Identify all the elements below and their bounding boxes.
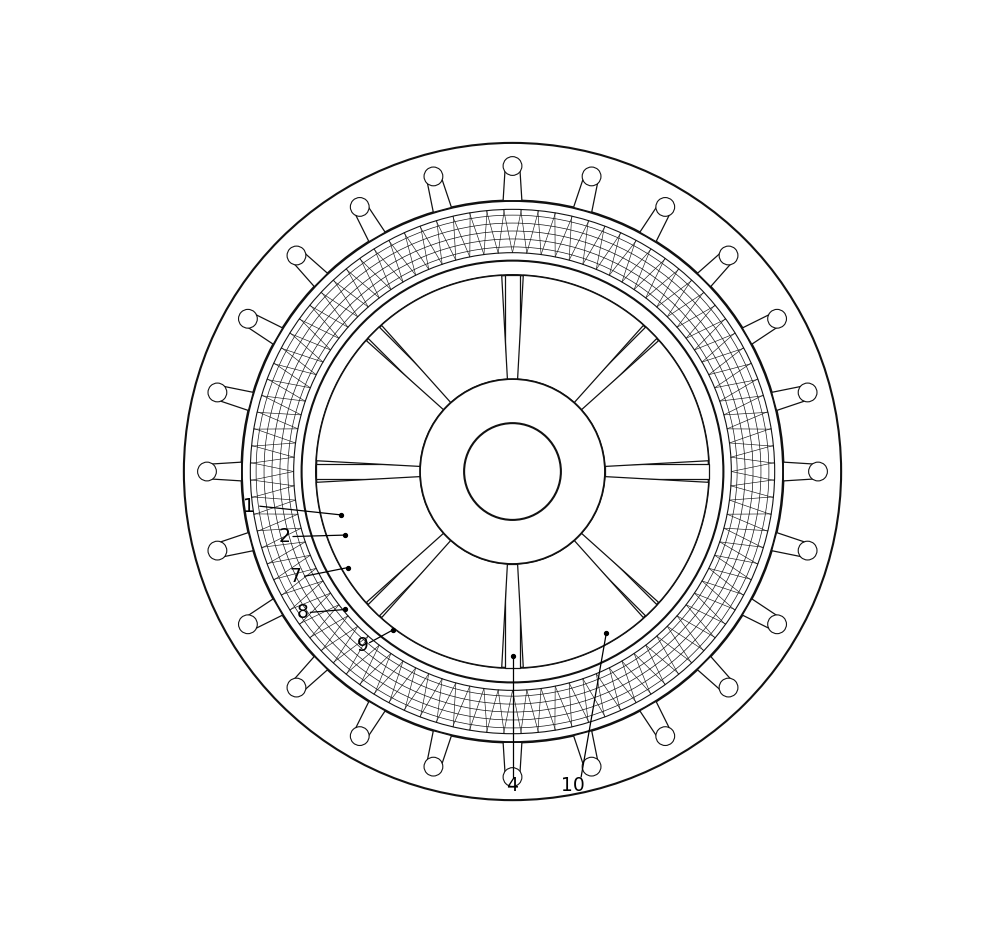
Polygon shape	[207, 462, 242, 481]
Circle shape	[719, 678, 738, 697]
Polygon shape	[244, 598, 283, 630]
Polygon shape	[353, 204, 385, 242]
Polygon shape	[244, 312, 283, 344]
Polygon shape	[742, 598, 781, 630]
Circle shape	[287, 678, 306, 697]
Polygon shape	[574, 174, 599, 212]
Polygon shape	[316, 340, 444, 466]
Circle shape	[350, 198, 369, 217]
Circle shape	[294, 252, 731, 690]
Polygon shape	[772, 386, 809, 411]
Polygon shape	[505, 564, 520, 668]
Circle shape	[719, 246, 738, 265]
Circle shape	[768, 615, 786, 634]
Polygon shape	[581, 477, 709, 602]
Polygon shape	[574, 731, 599, 768]
Polygon shape	[503, 742, 522, 777]
Circle shape	[208, 383, 227, 401]
Polygon shape	[381, 540, 507, 668]
Text: 2: 2	[279, 527, 291, 546]
Circle shape	[184, 143, 841, 800]
Polygon shape	[316, 477, 444, 602]
Circle shape	[768, 310, 786, 328]
Polygon shape	[783, 462, 818, 481]
Polygon shape	[640, 702, 672, 740]
Circle shape	[503, 767, 522, 786]
Circle shape	[656, 727, 675, 746]
Circle shape	[242, 201, 783, 742]
Polygon shape	[742, 312, 781, 344]
Circle shape	[350, 727, 369, 746]
Circle shape	[503, 157, 522, 175]
Text: 7: 7	[290, 567, 302, 585]
Polygon shape	[572, 327, 657, 412]
Polygon shape	[640, 204, 672, 242]
Circle shape	[798, 541, 817, 560]
Polygon shape	[426, 174, 451, 212]
Polygon shape	[381, 276, 507, 402]
Text: 8: 8	[297, 603, 309, 622]
Polygon shape	[426, 731, 451, 768]
Polygon shape	[605, 463, 709, 479]
Polygon shape	[216, 386, 253, 411]
Circle shape	[316, 275, 709, 668]
Circle shape	[239, 310, 257, 328]
Circle shape	[582, 167, 601, 186]
Polygon shape	[291, 250, 328, 287]
Circle shape	[420, 379, 605, 564]
Text: 1: 1	[243, 497, 255, 516]
Circle shape	[798, 383, 817, 401]
Polygon shape	[572, 531, 657, 616]
Polygon shape	[697, 657, 734, 692]
Polygon shape	[581, 340, 709, 466]
Text: 9: 9	[357, 636, 369, 655]
Polygon shape	[518, 276, 644, 402]
Circle shape	[656, 198, 675, 217]
Circle shape	[208, 541, 227, 560]
Circle shape	[239, 615, 257, 634]
Circle shape	[287, 246, 306, 265]
Circle shape	[302, 261, 723, 683]
Circle shape	[582, 757, 601, 776]
Polygon shape	[518, 540, 644, 668]
Polygon shape	[697, 250, 734, 287]
Text: 10: 10	[561, 777, 584, 795]
Polygon shape	[316, 463, 420, 479]
Polygon shape	[505, 275, 520, 379]
Polygon shape	[503, 166, 522, 201]
Circle shape	[424, 167, 443, 186]
Polygon shape	[353, 702, 385, 740]
Circle shape	[464, 423, 561, 520]
Circle shape	[809, 462, 827, 481]
Circle shape	[250, 209, 775, 734]
Polygon shape	[291, 657, 328, 692]
Circle shape	[424, 757, 443, 776]
Polygon shape	[216, 533, 253, 557]
Polygon shape	[368, 327, 453, 412]
Polygon shape	[772, 533, 809, 557]
Circle shape	[198, 462, 216, 481]
Polygon shape	[368, 531, 453, 616]
Text: 4: 4	[507, 777, 518, 795]
